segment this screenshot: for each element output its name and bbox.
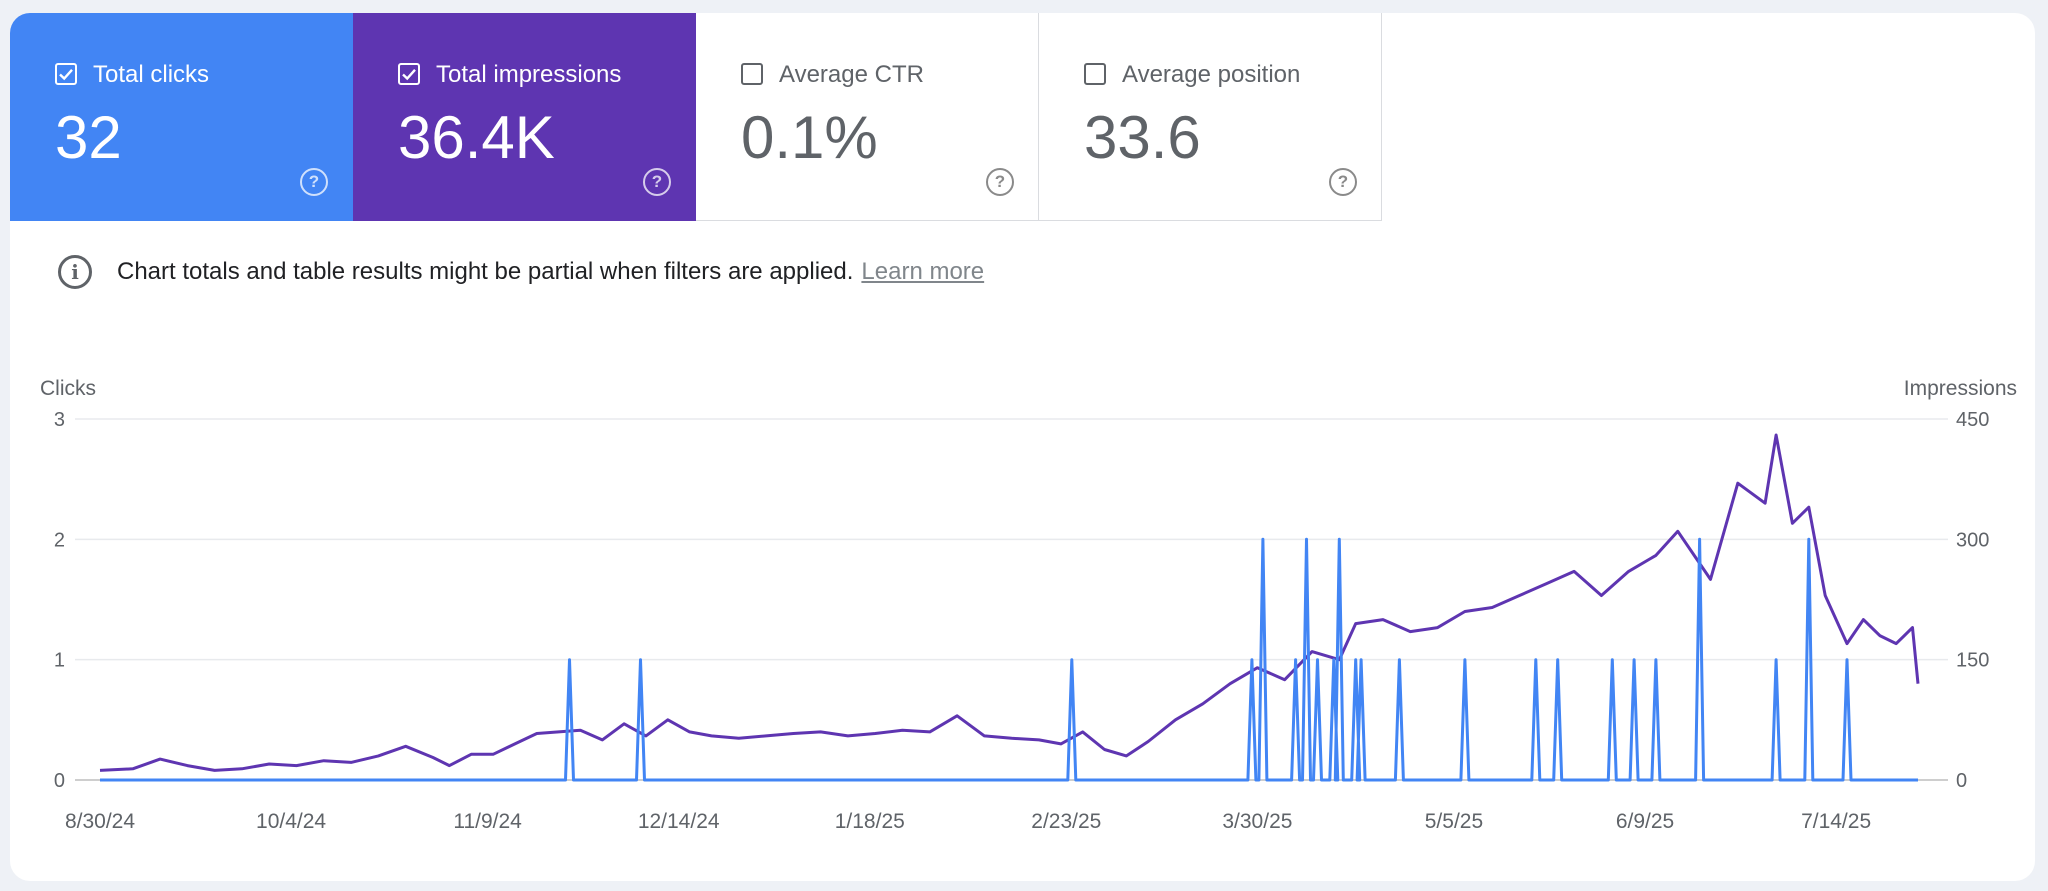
metric-label: Total clicks [93,61,210,88]
left-tick-label: 2 [54,529,65,551]
metric-total-impressions[interactable]: Total impressions 36.4K ? [353,13,696,221]
checkbox-unchecked-icon[interactable] [741,63,763,85]
left-tick-label: 0 [54,770,65,792]
metric-label: Total impressions [436,61,622,88]
x-tick-label: 7/14/25 [1801,810,1871,833]
x-tick-label: 5/5/25 [1425,810,1483,833]
metric-tabs: Total clicks 32 ? Total impressions 36.4… [10,13,1382,221]
metric-average-ctr[interactable]: Average CTR 0.1% ? [696,13,1039,221]
help-icon[interactable]: ? [1329,168,1357,196]
x-tick-label: 3/30/25 [1222,810,1292,833]
x-tick-label: 10/4/24 [256,810,326,833]
checkbox-checked-icon[interactable] [398,63,420,85]
metric-value: 0.1% [741,104,878,171]
learn-more-link[interactable]: Learn more [861,258,985,285]
left-axis-title: Clicks [40,377,96,400]
checkbox-checked-icon[interactable] [55,63,77,85]
left-tick-label: 3 [54,409,65,431]
metric-label: Average CTR [779,61,924,88]
metric-value: 32 [55,104,122,171]
x-tick-label: 8/30/24 [65,810,135,833]
metric-average-position[interactable]: Average position 33.6 ? [1039,13,1382,221]
clicks-series-line [100,537,1918,782]
info-icon: i [58,255,92,289]
right-tick-label: 0 [1956,770,1967,792]
right-tick-label: 300 [1956,529,1989,551]
metric-label: Average position [1122,61,1301,88]
metric-value: 36.4K [398,104,555,171]
metric-total-clicks[interactable]: Total clicks 32 ? [10,13,353,221]
x-tick-label: 2/23/25 [1031,810,1101,833]
left-tick-label: 1 [54,650,65,672]
right-axis-title: Impressions [1904,377,2017,400]
partial-data-notice: i Chart totals and table results might b… [58,255,984,289]
metric-value: 33.6 [1084,104,1201,171]
x-tick-label: 11/9/24 [453,810,522,833]
right-tick-label: 150 [1956,650,1989,672]
right-tick-label: 450 [1956,409,1989,431]
x-tick-label: 6/9/25 [1616,810,1674,833]
impressions-series-line [99,433,1920,772]
notice-text: Chart totals and table results might be … [117,258,854,285]
help-icon[interactable]: ? [643,168,671,196]
performance-card: Total clicks 32 ? Total impressions 36.4… [10,13,2035,881]
x-tick-label: 12/14/24 [638,810,720,833]
help-icon[interactable]: ? [986,168,1014,196]
x-tick-label: 1/18/25 [835,810,905,833]
checkbox-unchecked-icon[interactable] [1084,63,1106,85]
help-icon[interactable]: ? [300,168,328,196]
